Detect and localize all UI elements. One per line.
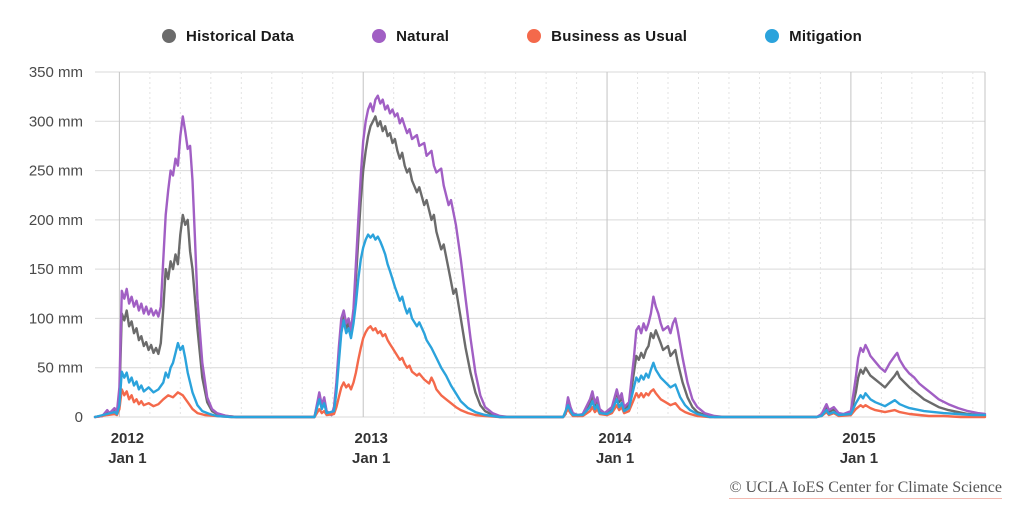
legend-dot-mitigation <box>765 29 780 43</box>
y-tick-label: 0 <box>75 409 83 426</box>
y-tick-label: 250 mm <box>29 163 83 180</box>
legend-label-bau: Business as Usual <box>551 27 688 45</box>
series-line-natural <box>93 94 987 419</box>
x-tick-year: 2013 <box>355 430 388 447</box>
y-tick-label: 50 mm <box>37 360 83 377</box>
x-tick-year: 2012 <box>111 430 144 447</box>
y-tick-label: 300 mm <box>29 113 83 130</box>
chart-legend: Historical Data Natural Business as Usual M… <box>0 22 1024 50</box>
legend-item-mitigation[interactable]: Mitigation <box>765 28 862 45</box>
y-tick-label: 150 mm <box>29 261 83 278</box>
x-tick-date: Jan 1 <box>352 450 390 467</box>
x-tick-date: Jan 1 <box>108 450 146 467</box>
x-tick-date: Jan 1 <box>840 450 878 467</box>
attribution-link[interactable]: © UCLA IoES Center for Climate Science <box>729 479 1002 499</box>
legend-item-historical[interactable]: Historical Data <box>162 28 294 45</box>
legend-dot-bau <box>527 29 542 43</box>
y-tick-label: 200 mm <box>29 212 83 229</box>
x-tick-year: 2015 <box>842 430 875 447</box>
legend-dot-natural <box>372 29 387 43</box>
series-line-historical <box>93 115 987 419</box>
y-tick-label: 100 mm <box>29 310 83 327</box>
legend-label-natural: Natural <box>396 27 450 45</box>
x-tick-date: Jan 1 <box>596 450 634 467</box>
legend-dot-historical <box>162 29 177 43</box>
legend-item-bau[interactable]: Business as Usual <box>527 28 687 45</box>
x-tick-year: 2014 <box>598 430 632 447</box>
series-line-mitigation <box>93 233 987 419</box>
legend-label-mitigation: Mitigation <box>789 27 862 45</box>
y-tick-label: 350 mm <box>29 64 83 81</box>
legend-label-historical: Historical Data <box>186 27 295 45</box>
legend-item-natural[interactable]: Natural <box>372 28 449 45</box>
